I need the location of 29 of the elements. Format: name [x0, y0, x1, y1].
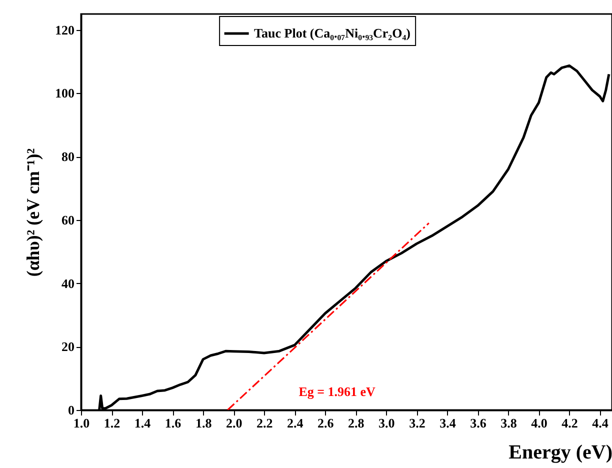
y-tick-label: 60: [62, 212, 74, 228]
x-tick-label: 3.2: [409, 416, 426, 430]
x-tick-label: 3.8: [500, 416, 518, 430]
x-tick-label: 2.2: [256, 416, 273, 430]
y-tick-label: 0: [68, 402, 74, 418]
x-tick-label: 1.0: [73, 416, 90, 430]
x-tick-label: 4.4: [592, 416, 609, 430]
x-tick-label: 3.4: [440, 416, 456, 430]
x-tick-label: 1.2: [104, 416, 120, 430]
y-tick-label: 20: [62, 339, 74, 354]
x-tick-label: 3.0: [378, 416, 395, 430]
y-tick-label: 100: [55, 86, 74, 101]
x-tick-label: 4.2: [562, 416, 578, 430]
y-tick-label: 120: [55, 22, 74, 38]
x-tick-label: 2.4: [286, 416, 304, 430]
x-tick-label: 2.8: [348, 416, 365, 430]
legend-label: Tauc Plot (Ca₀.₀₇Ni₀.₉₃Cr₂O₄): [254, 26, 410, 40]
x-tick-label: 1.4: [134, 416, 152, 430]
x-tick-label: 3.6: [470, 416, 487, 430]
x-tick-label: 2.6: [318, 416, 334, 430]
y-tick-label: 40: [62, 276, 74, 291]
x-axis-title: Energy (eV): [508, 442, 612, 464]
y-tick-label: 80: [62, 149, 74, 164]
annotation: Eg = 1.961 eV: [298, 384, 376, 400]
x-tick-label: 1.8: [195, 416, 212, 430]
x-tick-label: 2.0: [226, 416, 242, 430]
x-tick-label: 1.6: [164, 416, 182, 430]
y-axis-title: (αhυ)² (eV cm⁻¹)²: [23, 148, 43, 277]
x-tick-label: 4.0: [531, 416, 548, 430]
